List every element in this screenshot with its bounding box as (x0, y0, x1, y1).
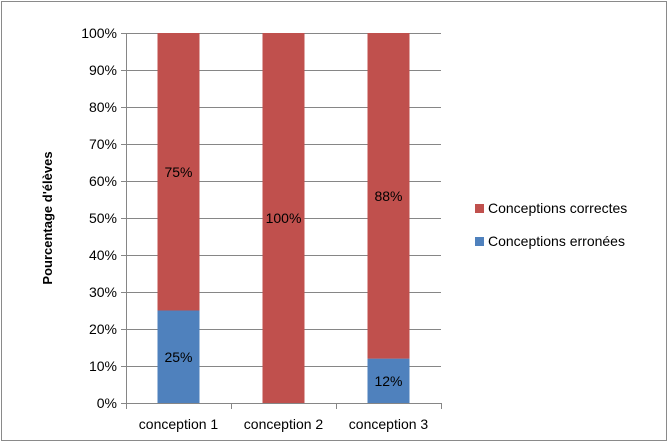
x-tick-label: conception 2 (244, 416, 324, 432)
y-tick-label: 90% (89, 62, 117, 78)
data-labels: 25% 75% 100% 12% 88% (164, 164, 402, 389)
y-tick-label: 80% (89, 99, 117, 115)
y-tick-label: 0% (97, 395, 117, 411)
y-tick-label: 20% (89, 321, 117, 337)
x-tick-label: conception 1 (139, 416, 219, 432)
y-tick-label: 60% (89, 173, 117, 189)
y-tick-label: 40% (89, 247, 117, 263)
bar-segment (367, 33, 410, 359)
tick-labels: 0% 10% 20% 30% 40% 50% 60% 70% 80% 90% 100% concept… (81, 25, 428, 432)
bar-segment (367, 358, 410, 403)
x-tick-label: conception 3 (349, 416, 429, 432)
y-tick-label: 10% (89, 358, 117, 374)
legend: Conceptions correctes Conceptions erronée… (475, 200, 627, 249)
data-label: 75% (164, 164, 192, 180)
data-label: 25% (164, 349, 192, 365)
bar-segment (157, 310, 200, 403)
data-label: 12% (374, 373, 402, 389)
legend-swatch (475, 204, 484, 213)
y-tick-label: 50% (89, 210, 117, 226)
y-tick-label: 30% (89, 284, 117, 300)
y-tick-label: 100% (81, 25, 117, 41)
legend-swatch (475, 237, 484, 246)
data-label: 100% (266, 210, 302, 226)
legend-label: Conceptions erronées (488, 233, 625, 249)
data-label: 88% (374, 188, 402, 204)
legend-label: Conceptions correctes (488, 200, 627, 216)
axes (121, 33, 442, 409)
bar-segment (262, 33, 305, 403)
y-axis-label: Pourcentage d'élèves (40, 151, 55, 284)
bars (157, 33, 410, 403)
y-tick-label: 70% (89, 136, 117, 152)
bar-segment (157, 33, 200, 311)
